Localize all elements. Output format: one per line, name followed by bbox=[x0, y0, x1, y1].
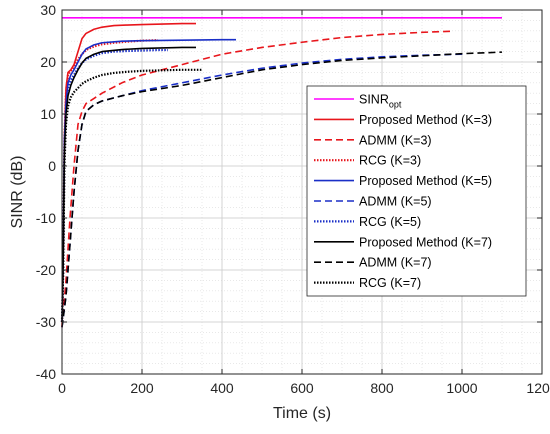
plot-lines bbox=[60, 17, 503, 328]
legend-label-subscript: opt bbox=[389, 100, 402, 110]
y-tick-label: 0 bbox=[48, 158, 56, 174]
legend-label-1: Proposed Method (K=3) bbox=[359, 113, 492, 127]
y-tick-label: -30 bbox=[36, 314, 56, 330]
series-line-4 bbox=[61, 38, 236, 323]
series-line-2 bbox=[61, 30, 451, 328]
y-tick-label: 30 bbox=[40, 2, 56, 18]
legend-label-5: ADMM (K=5) bbox=[359, 195, 432, 209]
y-axis-label: SINR (dB) bbox=[9, 156, 26, 229]
y-tick-label: -40 bbox=[36, 366, 56, 382]
x-axis-ticks: 0 200 400 600 800 1000 1200 bbox=[58, 10, 550, 396]
x-tick-label: 400 bbox=[210, 380, 234, 396]
legend-label-3: RCG (K=3) bbox=[359, 154, 421, 168]
y-tick-label: -20 bbox=[36, 262, 56, 278]
x-axis-label: Time (s) bbox=[273, 405, 331, 422]
legend-label-7: Proposed Method (K=7) bbox=[359, 235, 492, 249]
series-line-8 bbox=[61, 51, 503, 328]
y-axis-ticks: -40 -30 -20 -10 0 10 20 30 bbox=[36, 2, 542, 382]
x-tick-label: 1200 bbox=[526, 380, 550, 396]
x-tick-label: 800 bbox=[370, 380, 394, 396]
y-tick-label: 10 bbox=[40, 106, 56, 122]
x-tick-label: 600 bbox=[290, 380, 314, 396]
y-tick-label: 20 bbox=[40, 54, 56, 70]
legend-label-9: RCG (K=7) bbox=[359, 276, 421, 290]
legend-label-6: RCG (K=5) bbox=[359, 215, 421, 229]
x-tick-label: 0 bbox=[58, 380, 66, 396]
legend-box bbox=[306, 85, 527, 297]
y-tick-label: -10 bbox=[36, 210, 56, 226]
series-line-9 bbox=[60, 68, 202, 323]
legend-label-8: ADMM (K=7) bbox=[359, 256, 432, 270]
x-tick-label: 200 bbox=[130, 380, 154, 396]
x-tick-label: 1000 bbox=[446, 380, 477, 396]
legend-label-2: ADMM (K=3) bbox=[359, 133, 432, 147]
legend-label-4: Proposed Method (K=5) bbox=[359, 174, 492, 188]
series-line-3 bbox=[60, 39, 159, 323]
